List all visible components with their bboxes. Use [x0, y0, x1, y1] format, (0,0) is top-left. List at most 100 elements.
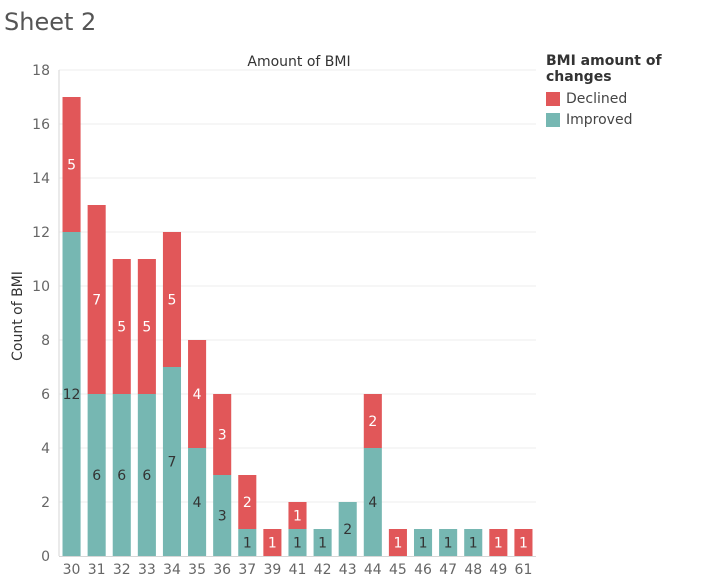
y-tick-label-2: 2: [41, 495, 50, 511]
data-label-improved-41: 1: [293, 536, 302, 552]
bar-improved-30[interactable]: [62, 232, 81, 556]
data-label-improved-36: 3: [218, 509, 227, 525]
bar-declined-34[interactable]: [162, 232, 182, 367]
x-tick-label-34: 34: [163, 562, 181, 578]
bar-declined-39[interactable]: [263, 529, 282, 556]
x-tick-label-41: 41: [289, 562, 307, 578]
x-tick-label-46: 46: [414, 562, 432, 578]
y-tick-label-4: 4: [41, 441, 50, 457]
bar-declined-41[interactable]: [288, 502, 307, 529]
x-tick-label-31: 31: [88, 562, 106, 578]
y-tick-label-14: 14: [32, 171, 50, 187]
legend-item-improved[interactable]: Improved: [546, 109, 714, 130]
data-label-declined-32: 5: [117, 320, 126, 336]
data-label-improved-48: 1: [469, 536, 478, 552]
data-label-declined-31: 7: [92, 293, 101, 309]
data-label-improved-37: 1: [243, 536, 252, 552]
y-tick-label-6: 6: [41, 387, 50, 403]
data-label-declined-61: 1: [519, 536, 528, 552]
data-label-improved-33: 6: [142, 468, 151, 484]
bar-declined-37[interactable]: [238, 475, 257, 529]
y-tick-label-10: 10: [32, 279, 50, 295]
bar-improved-43[interactable]: [338, 502, 357, 556]
bar-declined-30[interactable]: [62, 97, 81, 232]
y-tick-label-8: 8: [41, 333, 50, 349]
legend-swatch-improved: [546, 112, 560, 127]
bar-improved-34[interactable]: [162, 367, 182, 556]
bar-declined-31[interactable]: [87, 205, 106, 394]
bar-improved-35[interactable]: [188, 448, 207, 556]
bar-improved-36[interactable]: [213, 475, 232, 556]
data-label-declined-44: 2: [368, 414, 377, 430]
data-label-declined-41: 1: [293, 509, 302, 525]
bar-declined-35[interactable]: [188, 340, 207, 448]
x-tick-label-36: 36: [213, 562, 231, 578]
bar-improved-37[interactable]: [238, 529, 257, 556]
data-label-improved-44: 4: [368, 495, 377, 511]
bar-improved-33[interactable]: [137, 394, 156, 556]
data-label-improved-46: 1: [419, 536, 428, 552]
data-label-improved-32: 6: [117, 468, 126, 484]
x-tick-label-39: 39: [263, 562, 281, 578]
x-tick-label-48: 48: [464, 562, 482, 578]
legend-label-declined: Declined: [566, 90, 628, 107]
x-tick-label-42: 42: [314, 562, 332, 578]
data-label-improved-31: 6: [92, 468, 101, 484]
x-tick-label-45: 45: [389, 562, 407, 578]
legend-swatch-declined: [546, 91, 560, 106]
bar-improved-44[interactable]: [363, 448, 382, 556]
bar-improved-31[interactable]: [87, 394, 106, 556]
data-label-declined-37: 2: [243, 495, 252, 511]
x-tick-label-47: 47: [439, 562, 457, 578]
bar-declined-44[interactable]: [363, 394, 382, 448]
bar-declined-45[interactable]: [388, 529, 407, 556]
y-axis-label: Count of BMI: [10, 271, 26, 361]
bar-declined-32[interactable]: [112, 259, 131, 394]
x-tick-label-44: 44: [364, 562, 382, 578]
x-tick-label-30: 30: [63, 562, 81, 578]
bar-declined-36[interactable]: [213, 394, 232, 475]
legend-title: BMI amount of changes: [546, 53, 662, 85]
bar-declined-33[interactable]: [137, 259, 156, 394]
data-label-declined-36: 3: [218, 428, 227, 444]
legend: BMI amount of changes Declined Improved: [546, 53, 714, 130]
data-label-declined-45: 1: [393, 536, 402, 552]
x-tick-label-37: 37: [238, 562, 256, 578]
y-tick-label-16: 16: [32, 117, 50, 133]
data-label-improved-34: 7: [168, 455, 177, 471]
data-label-improved-35: 4: [193, 495, 202, 511]
x-tick-label-49: 49: [489, 562, 507, 578]
data-label-declined-30: 5: [67, 158, 76, 174]
data-label-declined-35: 4: [193, 387, 202, 403]
y-tick-label-18: 18: [32, 63, 50, 79]
y-tick-label-0: 0: [41, 549, 50, 565]
bar-improved-42[interactable]: [313, 529, 332, 556]
data-label-improved-43: 2: [343, 522, 352, 538]
data-label-declined-49: 1: [494, 536, 503, 552]
x-tick-label-35: 35: [188, 562, 206, 578]
x-tick-label-32: 32: [113, 562, 131, 578]
sheet-title: Sheet 2: [4, 8, 97, 36]
data-label-improved-47: 1: [444, 536, 453, 552]
chart-title: Amount of BMI: [247, 54, 350, 70]
data-label-declined-33: 5: [142, 320, 151, 336]
data-label-declined-39: 1: [268, 536, 277, 552]
bar-declined-61[interactable]: [514, 529, 533, 556]
x-tick-label-61: 61: [515, 562, 533, 578]
legend-label-improved: Improved: [566, 111, 633, 128]
bar-improved-46[interactable]: [413, 529, 433, 556]
bar-declined-49[interactable]: [489, 529, 508, 556]
bar-improved-32[interactable]: [112, 394, 131, 556]
y-tick-label-12: 12: [32, 225, 50, 241]
data-label-declined-34: 5: [168, 293, 177, 309]
x-tick-label-33: 33: [138, 562, 156, 578]
bar-improved-48[interactable]: [464, 529, 483, 556]
bar-improved-41[interactable]: [288, 529, 307, 556]
data-label-improved-42: 1: [318, 536, 327, 552]
legend-item-declined[interactable]: Declined: [546, 88, 714, 109]
bar-improved-47[interactable]: [439, 529, 458, 556]
data-label-improved-30: 12: [63, 387, 81, 403]
